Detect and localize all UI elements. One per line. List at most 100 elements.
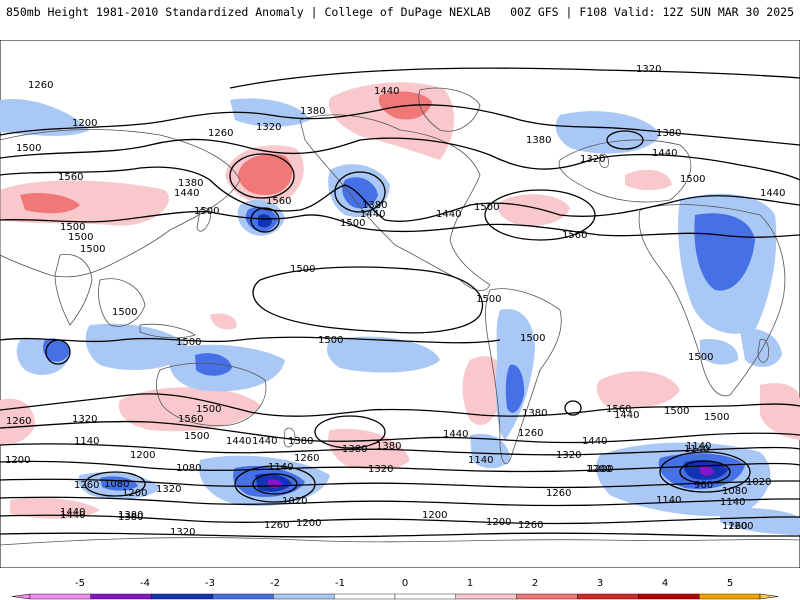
contour-low-north-pacific xyxy=(250,207,280,233)
contour-label: 1080 xyxy=(104,479,129,490)
contour-label: 1260 xyxy=(518,428,543,439)
contour-label: 1500 xyxy=(194,206,219,217)
colorbar-swatch xyxy=(394,593,457,600)
contour-label: 1500 xyxy=(474,202,499,213)
contour-label: 1260 xyxy=(264,520,289,531)
contour-label: 1500 xyxy=(520,333,545,344)
contour-label: 1440 xyxy=(60,507,85,518)
anomaly-colorbar: -5 -4 -3 -2 -1 0 1 2 3 4 5 xyxy=(11,578,779,600)
coast-japan xyxy=(196,207,211,232)
anomaly-pos-subtropic-1 xyxy=(210,313,237,330)
contour-label: 1320 xyxy=(580,154,605,165)
contour-label: 1380 xyxy=(300,106,325,117)
contour-label: 1140 xyxy=(686,441,711,452)
anomaly-pos-south-america-w xyxy=(462,356,505,426)
contour-label: 1020 xyxy=(746,477,771,488)
contour-label: 1140 xyxy=(468,455,493,466)
contour-label: 1320 xyxy=(256,122,281,133)
contour-closed-north-eur xyxy=(606,130,644,150)
contour-label: 1320 xyxy=(72,414,97,425)
contour-label: 1260 xyxy=(546,488,571,499)
anomaly-pos-south-atlantic xyxy=(596,371,680,409)
contour-label: 1260 xyxy=(74,480,99,491)
colorbar-tick-label: 4 xyxy=(662,578,668,589)
contour-label: 1200 xyxy=(5,455,30,466)
contour-high-west-atlantic xyxy=(484,189,596,241)
contour-label: 1200 xyxy=(728,521,753,532)
contour-label: 1440 xyxy=(436,209,461,220)
contour-label: 1260 xyxy=(518,520,543,531)
contour-label: 1260 xyxy=(28,80,53,91)
contour-low-indian-south-2 xyxy=(679,460,731,484)
contour-label: 1500 xyxy=(664,406,689,417)
contour-labels: 1260 1200 1260 1320 1380 1440 1320 1380 … xyxy=(5,64,785,538)
contour-label: 1320 xyxy=(636,64,661,75)
colorbar-swatch xyxy=(29,593,92,600)
coast-asia xyxy=(0,129,241,278)
coast-uk xyxy=(599,153,609,168)
coast-greenland xyxy=(418,87,481,132)
contour-label: 1440 xyxy=(226,436,251,447)
contour-label: 1560 xyxy=(58,172,83,183)
contour-label: 1500 xyxy=(184,431,209,442)
coast-madagascar xyxy=(757,338,769,363)
contour-label: 1200 xyxy=(122,488,147,499)
anomaly-pos-west-atlantic xyxy=(497,194,570,226)
contour-1500-north xyxy=(0,210,800,238)
model-valid-time: 00Z GFS | F108 Valid: 12Z SUN MAR 30 202… xyxy=(510,5,794,19)
anomaly-neg-west-us-core xyxy=(342,177,378,209)
contour-label: 1140 xyxy=(720,497,745,508)
anomaly-pos-indian-south xyxy=(760,383,800,440)
contour-arctic-2 xyxy=(0,137,800,181)
anomaly-neg-africa-2 xyxy=(694,213,755,291)
coast-south-america xyxy=(485,288,562,465)
colorbar-swatch xyxy=(90,593,152,600)
contour-label: 1080 xyxy=(722,486,747,497)
anomaly-fills xyxy=(0,82,800,535)
anomaly-pos-north-pacific-core xyxy=(238,154,293,196)
contour-label: 1380 xyxy=(656,128,681,139)
contour-label: 1200 xyxy=(422,510,447,521)
contour-label: 1260 xyxy=(6,416,31,427)
anomaly-pos-antarctic-1 xyxy=(10,497,100,519)
contour-subtropic-loop xyxy=(252,266,484,334)
contour-closed-south-pac xyxy=(314,415,386,449)
contour-label: 1380 xyxy=(376,441,401,452)
colorbar-ticks: -5 -4 -3 -2 -1 0 1 2 3 4 5 xyxy=(75,578,733,589)
anomaly-neg-north-europe xyxy=(555,111,660,154)
colorbar-swatch xyxy=(333,593,396,600)
contour-label: 1440 xyxy=(374,86,399,97)
anomaly-neg-west-pacific-core xyxy=(42,338,70,362)
contour-label: 1020 xyxy=(282,496,307,507)
anomaly-pos-south-pacific-1 xyxy=(118,387,260,432)
anomaly-neg-australia-core xyxy=(195,353,232,376)
contour-label: 1440 xyxy=(582,436,607,447)
anomaly-neg-south-america-core xyxy=(505,364,525,413)
contour-label: 1080 xyxy=(176,463,201,474)
contour-label: 1440 xyxy=(60,510,85,521)
contour-label: 1500 xyxy=(112,307,137,318)
contour-label: 1140 xyxy=(74,436,99,447)
colorbar-tick-label: 3 xyxy=(597,578,603,589)
anomaly-map: 1260 1200 1260 1320 1380 1440 1320 1380 … xyxy=(0,40,800,568)
contour-label: 1500 xyxy=(680,174,705,185)
colorbar-tick-label: -4 xyxy=(140,578,150,589)
contour-label: 1320 xyxy=(556,450,581,461)
contour-south-4 xyxy=(0,460,800,473)
anomaly-neg-arctic-2 xyxy=(230,98,310,127)
colorbar-swatch xyxy=(698,593,761,600)
contour-label: 1320 xyxy=(156,484,181,495)
contour-label: 1380 xyxy=(288,436,313,447)
colorbar-tick-label: 2 xyxy=(532,578,538,589)
contour-label: 1200 xyxy=(486,517,511,528)
map-header: 850mb Height 1981-2010 Standardized Anom… xyxy=(0,0,800,40)
contour-label: 1380 xyxy=(178,178,203,189)
contour-label: 1380 xyxy=(118,512,143,523)
contour-label: 1200 xyxy=(72,118,97,129)
contour-label: 1440 xyxy=(174,188,199,199)
contour-south-7 xyxy=(0,514,800,525)
contour-label: 1260 xyxy=(722,521,747,532)
colorbar-tick-label: 1 xyxy=(467,578,473,589)
contour-label: 1440 xyxy=(443,429,468,440)
anomaly-pos-north-africa xyxy=(625,169,672,191)
